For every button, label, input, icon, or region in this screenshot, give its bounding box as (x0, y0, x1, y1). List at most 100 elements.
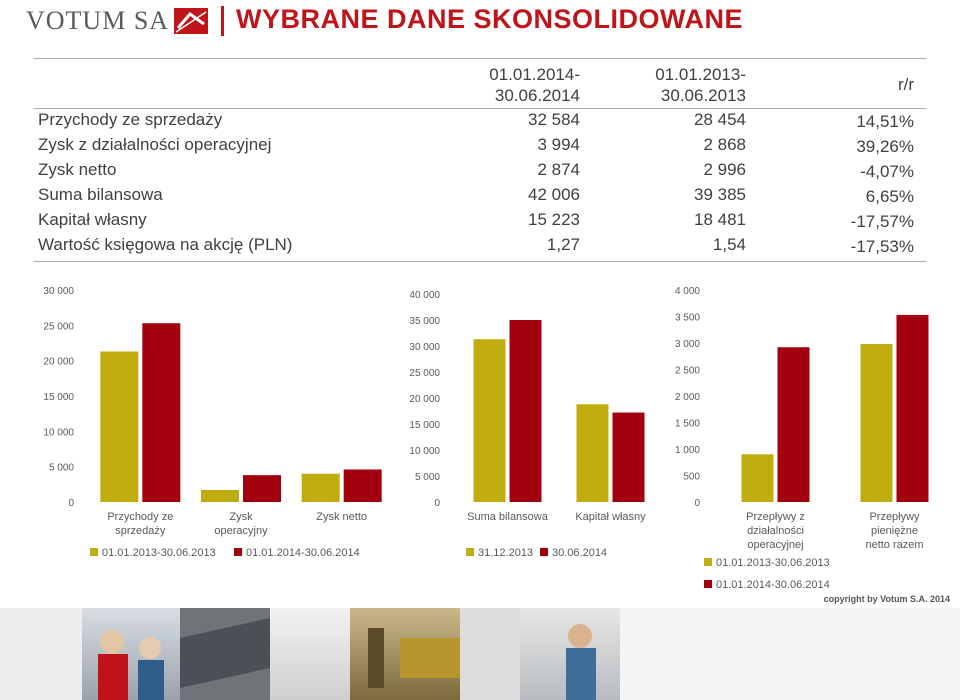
category-label: Zysk netto (316, 511, 367, 523)
bar (343, 469, 382, 502)
y-tick-label: 0 (434, 498, 440, 509)
bar (301, 473, 340, 502)
y-tick-label: 15 000 (409, 420, 440, 431)
column-header-2014-line1: 01.01.2014- (489, 65, 580, 84)
value-rr: 14,51% (856, 112, 914, 131)
legend-swatch (704, 580, 712, 588)
value-rr: 6,65% (865, 187, 914, 206)
row-label: Suma bilansowa (38, 185, 163, 204)
copyright-text: copyright by Votum S.A. 2014 (823, 594, 950, 604)
y-tick-label: 4 000 (675, 286, 700, 297)
category-label: Przepływy pieniężne netto razem (865, 511, 923, 551)
value-2014: 42 006 (528, 185, 580, 204)
value-2014: 32 584 (528, 110, 580, 129)
legend-label: 31.12.2013 (478, 547, 533, 559)
column-header-2014: 01.01.2014- 30.06.2014 (440, 64, 580, 106)
value-rr: -17,53% (850, 237, 914, 256)
legend-swatch (540, 548, 548, 556)
column-header-2013-line1: 01.01.2013- (655, 65, 746, 84)
legend-label: 01.01.2014-30.06.2014 (246, 547, 360, 559)
y-tick-label: 10 000 (43, 427, 74, 438)
category-label: Przychody ze sprzedaży (107, 511, 173, 537)
votum-logo: VOTUM SA (26, 4, 208, 40)
y-tick-label: 30 000 (409, 342, 440, 353)
value-2013: 1,54 (712, 235, 746, 254)
legend-label: 01.01.2013-30.06.2013 (716, 557, 830, 569)
chart-revenue-profit: 0 5 000 10 000 15 000 20 000 25 000 30 000 Przy… (0, 276, 400, 596)
photo-strip (0, 608, 960, 700)
category-label: Zysk operacyjny (214, 511, 268, 537)
bar (100, 351, 139, 502)
y-tick-label: 3 500 (675, 313, 700, 324)
y-tick-label: 2 500 (675, 366, 700, 377)
legend-swatch (704, 558, 712, 566)
value-2013: 39 385 (694, 185, 746, 204)
legend-label: 01.01.2014-30.06.2014 (716, 579, 830, 591)
bar (243, 475, 281, 502)
chart-balance-equity: 0 5 000 10 000 15 000 20 000 25 000 30 000 35 0… (400, 276, 668, 596)
y-tick-label: 40 000 (409, 290, 440, 301)
column-header-2013-line2: 30.06.2013 (660, 86, 746, 105)
category-label: Suma bilansowa (467, 511, 549, 523)
row-label: Wartość księgowa na akcję (PLN) (38, 235, 293, 254)
category-label: Kapitał własny (575, 511, 646, 523)
value-rr: -4,07% (860, 162, 914, 181)
column-header-rr: r/r (897, 75, 914, 94)
value-2013: 18 481 (694, 210, 746, 229)
legend-swatch (466, 548, 474, 556)
y-tick-label: 0 (68, 498, 74, 509)
legend-swatch (90, 548, 98, 556)
y-tick-label: 20 000 (43, 357, 74, 368)
legend-label: 30.06.2014 (552, 547, 607, 559)
bar (777, 347, 810, 502)
bar (612, 412, 645, 502)
table-top-line (34, 58, 926, 59)
y-tick-label: 5 000 (415, 472, 440, 483)
chart-cashflow-svg: 0 500 1 000 1 500 2 000 2 500 3 000 3 500 4 000 P… (675, 286, 929, 591)
chart-balance-equity-svg: 0 5 000 10 000 15 000 20 000 25 000 30 000 35 0… (409, 290, 646, 559)
y-tick-label: 10 000 (409, 446, 440, 457)
row-label: Zysk netto (38, 160, 117, 179)
y-tick-label: 5 000 (49, 463, 74, 474)
y-tick-label: 1 500 (675, 419, 700, 430)
legend-swatch (234, 548, 242, 556)
page-title: WYBRANE DANE SKONSOLIDOWANE (236, 4, 744, 34)
row-label: Kapitał własny (38, 210, 147, 229)
bar (201, 489, 239, 502)
value-2014: 3 994 (537, 135, 580, 154)
row-label: Przychody ze sprzedaży (38, 110, 223, 129)
value-2013: 2 996 (703, 160, 746, 179)
table-bottom-line (34, 261, 926, 262)
table-header-line (34, 108, 926, 109)
chart-cashflow: 0 500 1 000 1 500 2 000 2 500 3 000 3 500 4 000 P… (668, 276, 960, 596)
value-2013: 28 454 (694, 110, 746, 129)
y-tick-label: 3 000 (675, 339, 700, 350)
chart-revenue-profit-svg: 0 5 000 10 000 15 000 20 000 25 000 30 000 Przy… (43, 286, 382, 559)
y-tick-label: 500 (683, 472, 700, 483)
y-tick-label: 2 000 (675, 392, 700, 403)
bar (576, 404, 609, 502)
y-tick-label: 35 000 (409, 316, 440, 327)
title-divider (221, 6, 224, 36)
bar (473, 339, 506, 502)
bar (860, 344, 893, 502)
y-tick-label: 1 000 (675, 445, 700, 456)
value-2014: 2 874 (537, 160, 580, 179)
y-tick-label: 20 000 (409, 394, 440, 405)
bar (896, 314, 929, 502)
logo-text: VOTUM SA (26, 6, 170, 35)
y-tick-label: 30 000 (43, 286, 74, 297)
row-label: Zysk z działalności operacyjnej (38, 135, 272, 154)
logo-mark-icon (174, 8, 208, 34)
photo-strip-image (0, 608, 960, 700)
legend-label: 01.01.2013-30.06.2013 (102, 547, 216, 559)
y-tick-label: 25 000 (43, 321, 74, 332)
value-rr: 39,26% (856, 137, 914, 156)
bar (509, 320, 542, 502)
column-header-2014-line2: 30.06.2014 (494, 86, 580, 105)
column-header-2013: 01.01.2013- 30.06.2013 (606, 64, 746, 106)
y-tick-label: 0 (694, 498, 700, 509)
value-2014: 1,27 (546, 235, 580, 254)
category-label: Przepływy z działalności operacyjnej (746, 511, 805, 551)
value-2013: 2 868 (703, 135, 746, 154)
